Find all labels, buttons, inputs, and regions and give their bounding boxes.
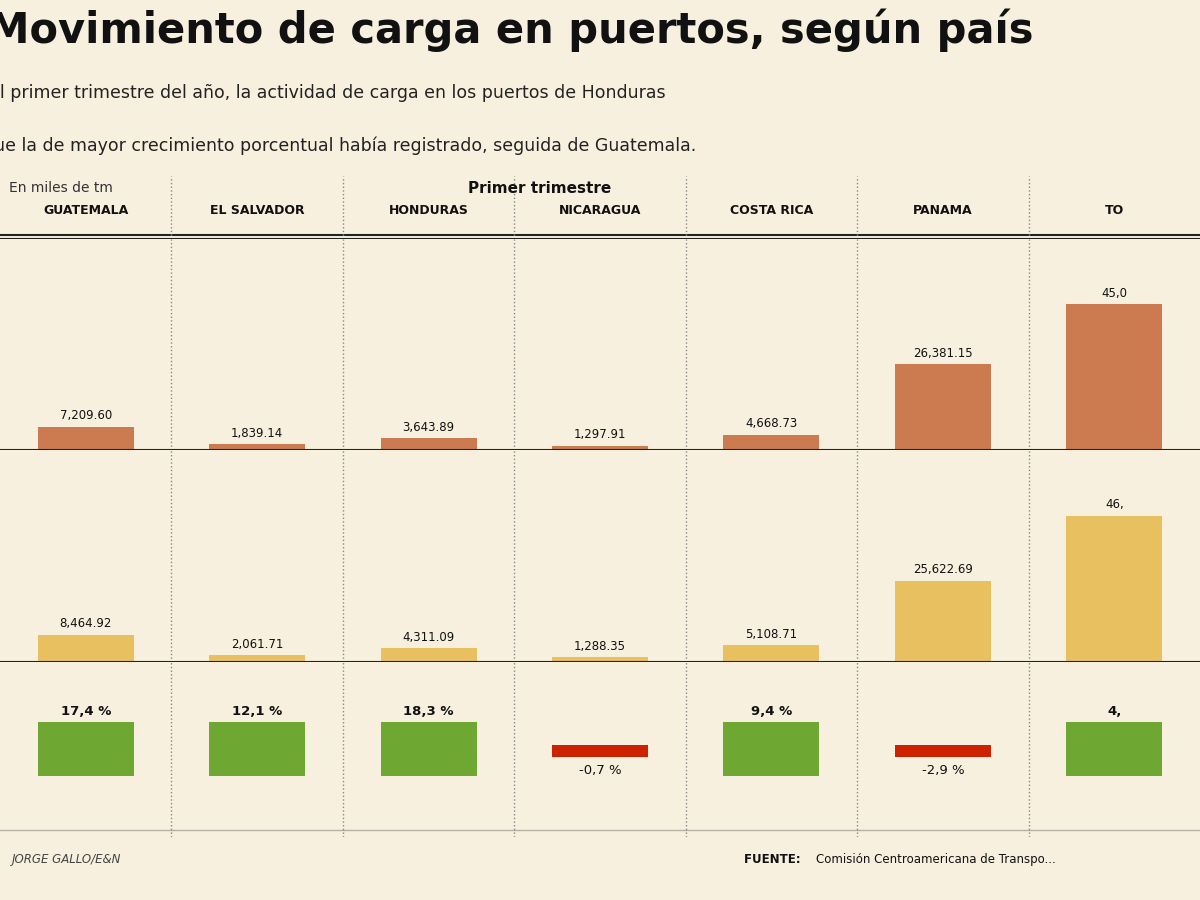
Text: 45,0: 45,0 [1102, 287, 1127, 300]
Text: Movimiento de carga en puertos, según país: Movimiento de carga en puertos, según pa… [0, 9, 1033, 52]
Bar [552, 745, 648, 758]
Text: 1,297.91: 1,297.91 [574, 428, 626, 441]
Text: 25,622.69: 25,622.69 [913, 563, 973, 576]
Text: 17,4 %: 17,4 % [60, 706, 110, 718]
Bar [380, 438, 476, 450]
Text: 3,643.89: 3,643.89 [402, 421, 455, 434]
Text: FUENTE:: FUENTE: [744, 853, 805, 866]
Text: 46,: 46, [1105, 499, 1123, 511]
Bar [1067, 304, 1163, 450]
Text: 5,108.71: 5,108.71 [745, 628, 798, 641]
Text: 18,3 %: 18,3 % [403, 706, 454, 718]
Bar [895, 580, 991, 662]
Text: EL SALVADOR: EL SALVADOR [210, 203, 305, 217]
Text: Primer trimestre: Primer trimestre [468, 181, 612, 195]
Text: Comisión Centroamericana de Transpo...: Comisión Centroamericana de Transpo... [816, 853, 1056, 866]
Text: -2,9 %: -2,9 % [922, 764, 964, 777]
Text: 12,1 %: 12,1 % [232, 706, 282, 718]
Text: 4,: 4, [1108, 706, 1122, 718]
Text: Al primer trimestre del año, la actividad de carga en los puertos de Honduras: Al primer trimestre del año, la activida… [0, 85, 666, 103]
Text: HONDURAS: HONDURAS [389, 203, 468, 217]
Text: PANAMA: PANAMA [913, 203, 973, 217]
Text: -0,7 %: -0,7 % [578, 764, 622, 777]
Bar [380, 648, 476, 662]
Text: TO: TO [1105, 203, 1124, 217]
Bar [37, 427, 133, 450]
Text: JORGE GALLO/E&N: JORGE GALLO/E&N [12, 853, 121, 866]
Text: 8,464.92: 8,464.92 [60, 617, 112, 630]
Bar [1067, 516, 1163, 662]
Bar [724, 723, 820, 776]
Text: GUATEMALA: GUATEMALA [43, 203, 128, 217]
Bar [552, 446, 648, 450]
Text: 4,668.73: 4,668.73 [745, 418, 798, 430]
Bar [380, 723, 476, 776]
Bar [209, 655, 305, 661]
Bar [1067, 723, 1163, 776]
Text: 1,288.35: 1,288.35 [574, 640, 626, 653]
Text: 4,311.09: 4,311.09 [402, 631, 455, 644]
Text: 7,209.60: 7,209.60 [60, 410, 112, 422]
Text: COSTA RICA: COSTA RICA [730, 203, 814, 217]
Text: 26,381.15: 26,381.15 [913, 347, 973, 360]
Bar [895, 745, 991, 758]
Bar [209, 723, 305, 776]
Bar [895, 364, 991, 450]
Bar [209, 444, 305, 450]
Bar [724, 645, 820, 662]
Bar [724, 435, 820, 450]
Text: 2,061.71: 2,061.71 [230, 637, 283, 651]
Bar [552, 657, 648, 662]
Text: 9,4 %: 9,4 % [751, 706, 792, 718]
Text: 1,839.14: 1,839.14 [232, 427, 283, 440]
Text: fue la de mayor crecimiento porcentual había registrado, seguida de Guatemala.: fue la de mayor crecimiento porcentual h… [0, 137, 696, 156]
Bar [37, 634, 133, 662]
Bar [37, 723, 133, 776]
Text: En miles de tm: En miles de tm [8, 181, 113, 194]
Text: NICARAGUA: NICARAGUA [559, 203, 641, 217]
